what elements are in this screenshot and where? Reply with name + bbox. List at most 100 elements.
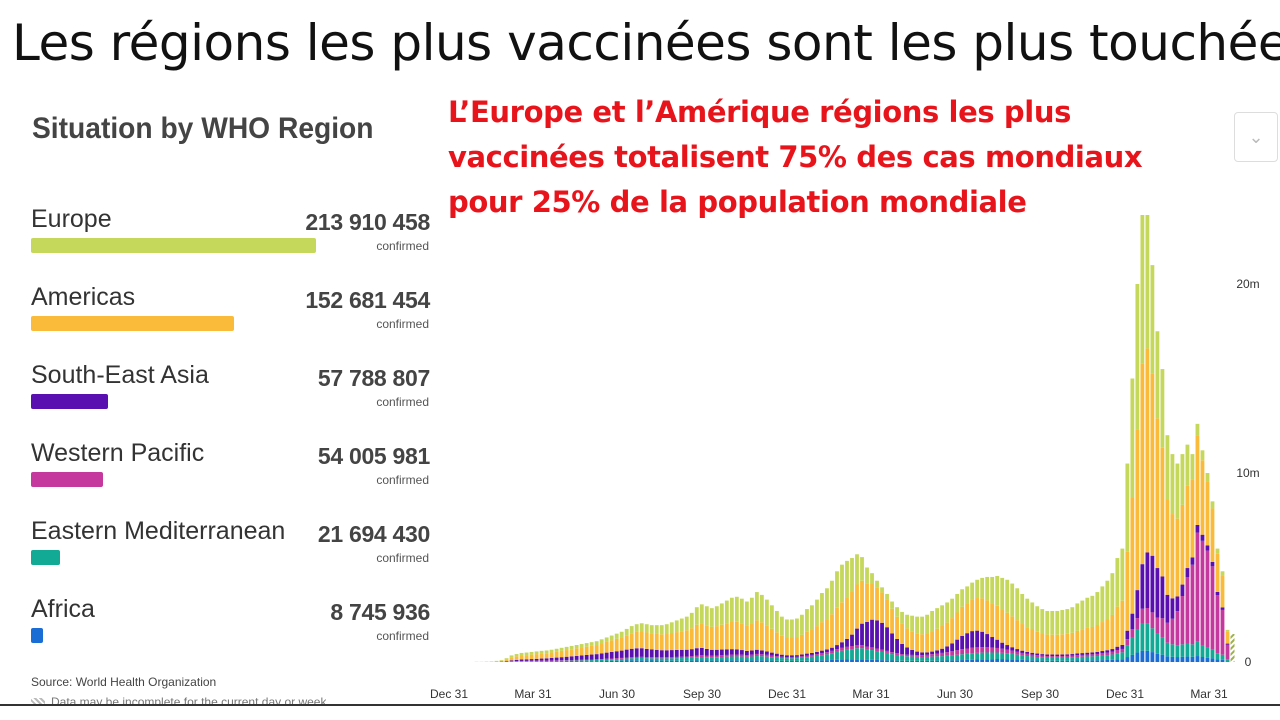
bar-segment-eastern-mediterranean xyxy=(1130,637,1135,655)
bar-segment-western-pacific xyxy=(1090,654,1095,657)
region-row[interactable]: Africa 8 745 936 confirmed xyxy=(0,595,440,673)
bar-segment-americas xyxy=(534,654,539,659)
bar-segment-americas xyxy=(1135,429,1140,591)
bar-segment-south-east-asia xyxy=(1190,557,1195,565)
bar-segment-europe xyxy=(644,624,649,633)
bar-segment-western-pacific xyxy=(1220,609,1225,655)
bar-segment-south-east-asia xyxy=(1075,653,1080,656)
bar-segment-africa xyxy=(1200,657,1205,662)
bar-segment-europe xyxy=(845,560,849,598)
bar-segment-western-pacific xyxy=(1070,655,1075,658)
bar-segment-eastern-mediterranean xyxy=(1160,637,1165,655)
bar-segment-europe xyxy=(1100,586,1105,623)
bar-segment-south-east-asia xyxy=(950,643,955,652)
bar-segment-western-pacific xyxy=(1040,655,1045,658)
bar-segment-europe xyxy=(1095,592,1100,626)
bar-segment-western-pacific xyxy=(749,654,754,657)
bar-segment-americas xyxy=(1025,627,1030,652)
bar-segment-south-east-asia xyxy=(860,623,864,646)
bar-segment-americas xyxy=(669,633,674,651)
region-row[interactable]: Western Pacific 54 005 981 confirmed xyxy=(0,439,440,517)
region-row[interactable]: South-East Asia 57 788 807 confirmed xyxy=(0,361,440,439)
bar-segment-western-pacific xyxy=(769,655,774,658)
bar-segment-south-east-asia xyxy=(644,648,649,658)
dropdown-button[interactable]: ⌄ xyxy=(1234,112,1278,162)
bar-segment-americas xyxy=(1205,481,1210,546)
bar-segment-eastern-mediterranean xyxy=(850,649,854,660)
bar-segment-africa xyxy=(1120,659,1125,662)
bar-segment-europe xyxy=(689,612,694,629)
bar-segment-south-east-asia xyxy=(669,650,674,658)
bar-segment-eastern-mediterranean xyxy=(1195,641,1200,657)
bar-segment-south-east-asia xyxy=(960,635,965,650)
bar-segment-europe xyxy=(674,620,679,633)
bar-segment-americas xyxy=(880,592,884,623)
bar-segment-western-pacific xyxy=(734,654,739,657)
bar-segment-europe xyxy=(764,599,769,626)
bar-segment-eastern-mediterranean xyxy=(649,658,654,661)
bar-segment-south-east-asia xyxy=(1125,630,1130,640)
bar-segment-western-pacific xyxy=(1035,655,1040,657)
bar-segment-americas xyxy=(719,624,724,650)
bar-segment-africa xyxy=(790,660,794,662)
bar-segment-europe xyxy=(1050,610,1055,635)
bar-segment-eastern-mediterranean xyxy=(1035,657,1040,661)
bar-segment-eastern-mediterranean xyxy=(704,657,709,661)
bar-segment-south-east-asia xyxy=(785,655,789,658)
bar-segment-eastern-mediterranean xyxy=(1030,656,1035,661)
bar-segment-americas xyxy=(629,633,634,649)
bar-segment-south-east-asia xyxy=(1145,552,1150,608)
bar-segment-europe xyxy=(679,618,684,632)
region-row[interactable]: Americas 152 681 454 confirmed xyxy=(0,283,440,361)
bar-segment-americas xyxy=(594,645,599,655)
bar-segment-europe xyxy=(995,576,1000,606)
bar-segment-western-pacific xyxy=(679,656,684,659)
bar-segment-americas xyxy=(820,622,824,651)
region-value-south-east-asia: 57 788 807 xyxy=(317,365,430,391)
bar-segment-western-pacific xyxy=(905,654,909,657)
bar-segment-south-east-asia xyxy=(769,652,774,656)
bar-segment-africa xyxy=(1125,657,1130,662)
bar-segment-eastern-mediterranean xyxy=(609,659,614,661)
bar-segment-eastern-mediterranean xyxy=(990,652,995,660)
bar-segment-eastern-mediterranean xyxy=(925,656,930,661)
bar-segment-western-pacific xyxy=(935,653,940,657)
bar-segment-americas xyxy=(1190,479,1195,558)
bar-segment-americas xyxy=(554,651,559,658)
bar-segment-western-pacific xyxy=(589,659,594,661)
region-row[interactable]: Europe 213 910 458 confirmed xyxy=(0,205,440,283)
bar-segment-europe xyxy=(805,609,809,632)
bar-segment-south-east-asia xyxy=(1175,596,1180,612)
bar-segment-europe xyxy=(1205,473,1210,482)
bar-segment-south-east-asia xyxy=(900,643,904,655)
bar-segment-western-pacific xyxy=(810,654,814,657)
bar-segment-americas xyxy=(1150,373,1155,556)
bar-segment-western-pacific xyxy=(754,653,759,657)
bar-segment-africa xyxy=(930,660,935,662)
bar-segment-europe xyxy=(790,619,794,638)
bar-segment-americas xyxy=(1105,619,1110,651)
bar-segment-eastern-mediterranean xyxy=(539,661,544,662)
bar-segment-americas xyxy=(664,634,669,651)
bar-segment-africa xyxy=(639,660,644,662)
bar-segment-americas xyxy=(514,656,519,660)
bar-segment-europe xyxy=(599,639,604,644)
bar-segment-western-pacific xyxy=(950,651,955,656)
bar-segment-eastern-mediterranean xyxy=(669,658,674,661)
bar-segment-south-east-asia xyxy=(805,653,809,656)
x-tick-label: Dec 31 xyxy=(1106,687,1144,701)
bar-segment-americas xyxy=(810,629,814,653)
bar-segment-africa xyxy=(1075,660,1080,662)
bar-segment-europe xyxy=(925,614,930,634)
bar-segment-americas xyxy=(995,605,1000,640)
bar-segment-south-east-asia xyxy=(654,649,659,658)
region-row[interactable]: Eastern Mediterranean 21 694 430 confirmed xyxy=(0,517,440,595)
bar-segment-africa xyxy=(1145,650,1150,662)
bar-segment-africa xyxy=(960,660,965,662)
bar-segment-africa xyxy=(1115,659,1120,662)
bar-segment-europe xyxy=(529,651,534,655)
bar-segment-americas xyxy=(1060,634,1065,655)
bar-segment-south-east-asia xyxy=(674,649,679,657)
bar-segment-eastern-mediterranean xyxy=(870,650,874,660)
bar-segment-americas xyxy=(644,632,649,649)
